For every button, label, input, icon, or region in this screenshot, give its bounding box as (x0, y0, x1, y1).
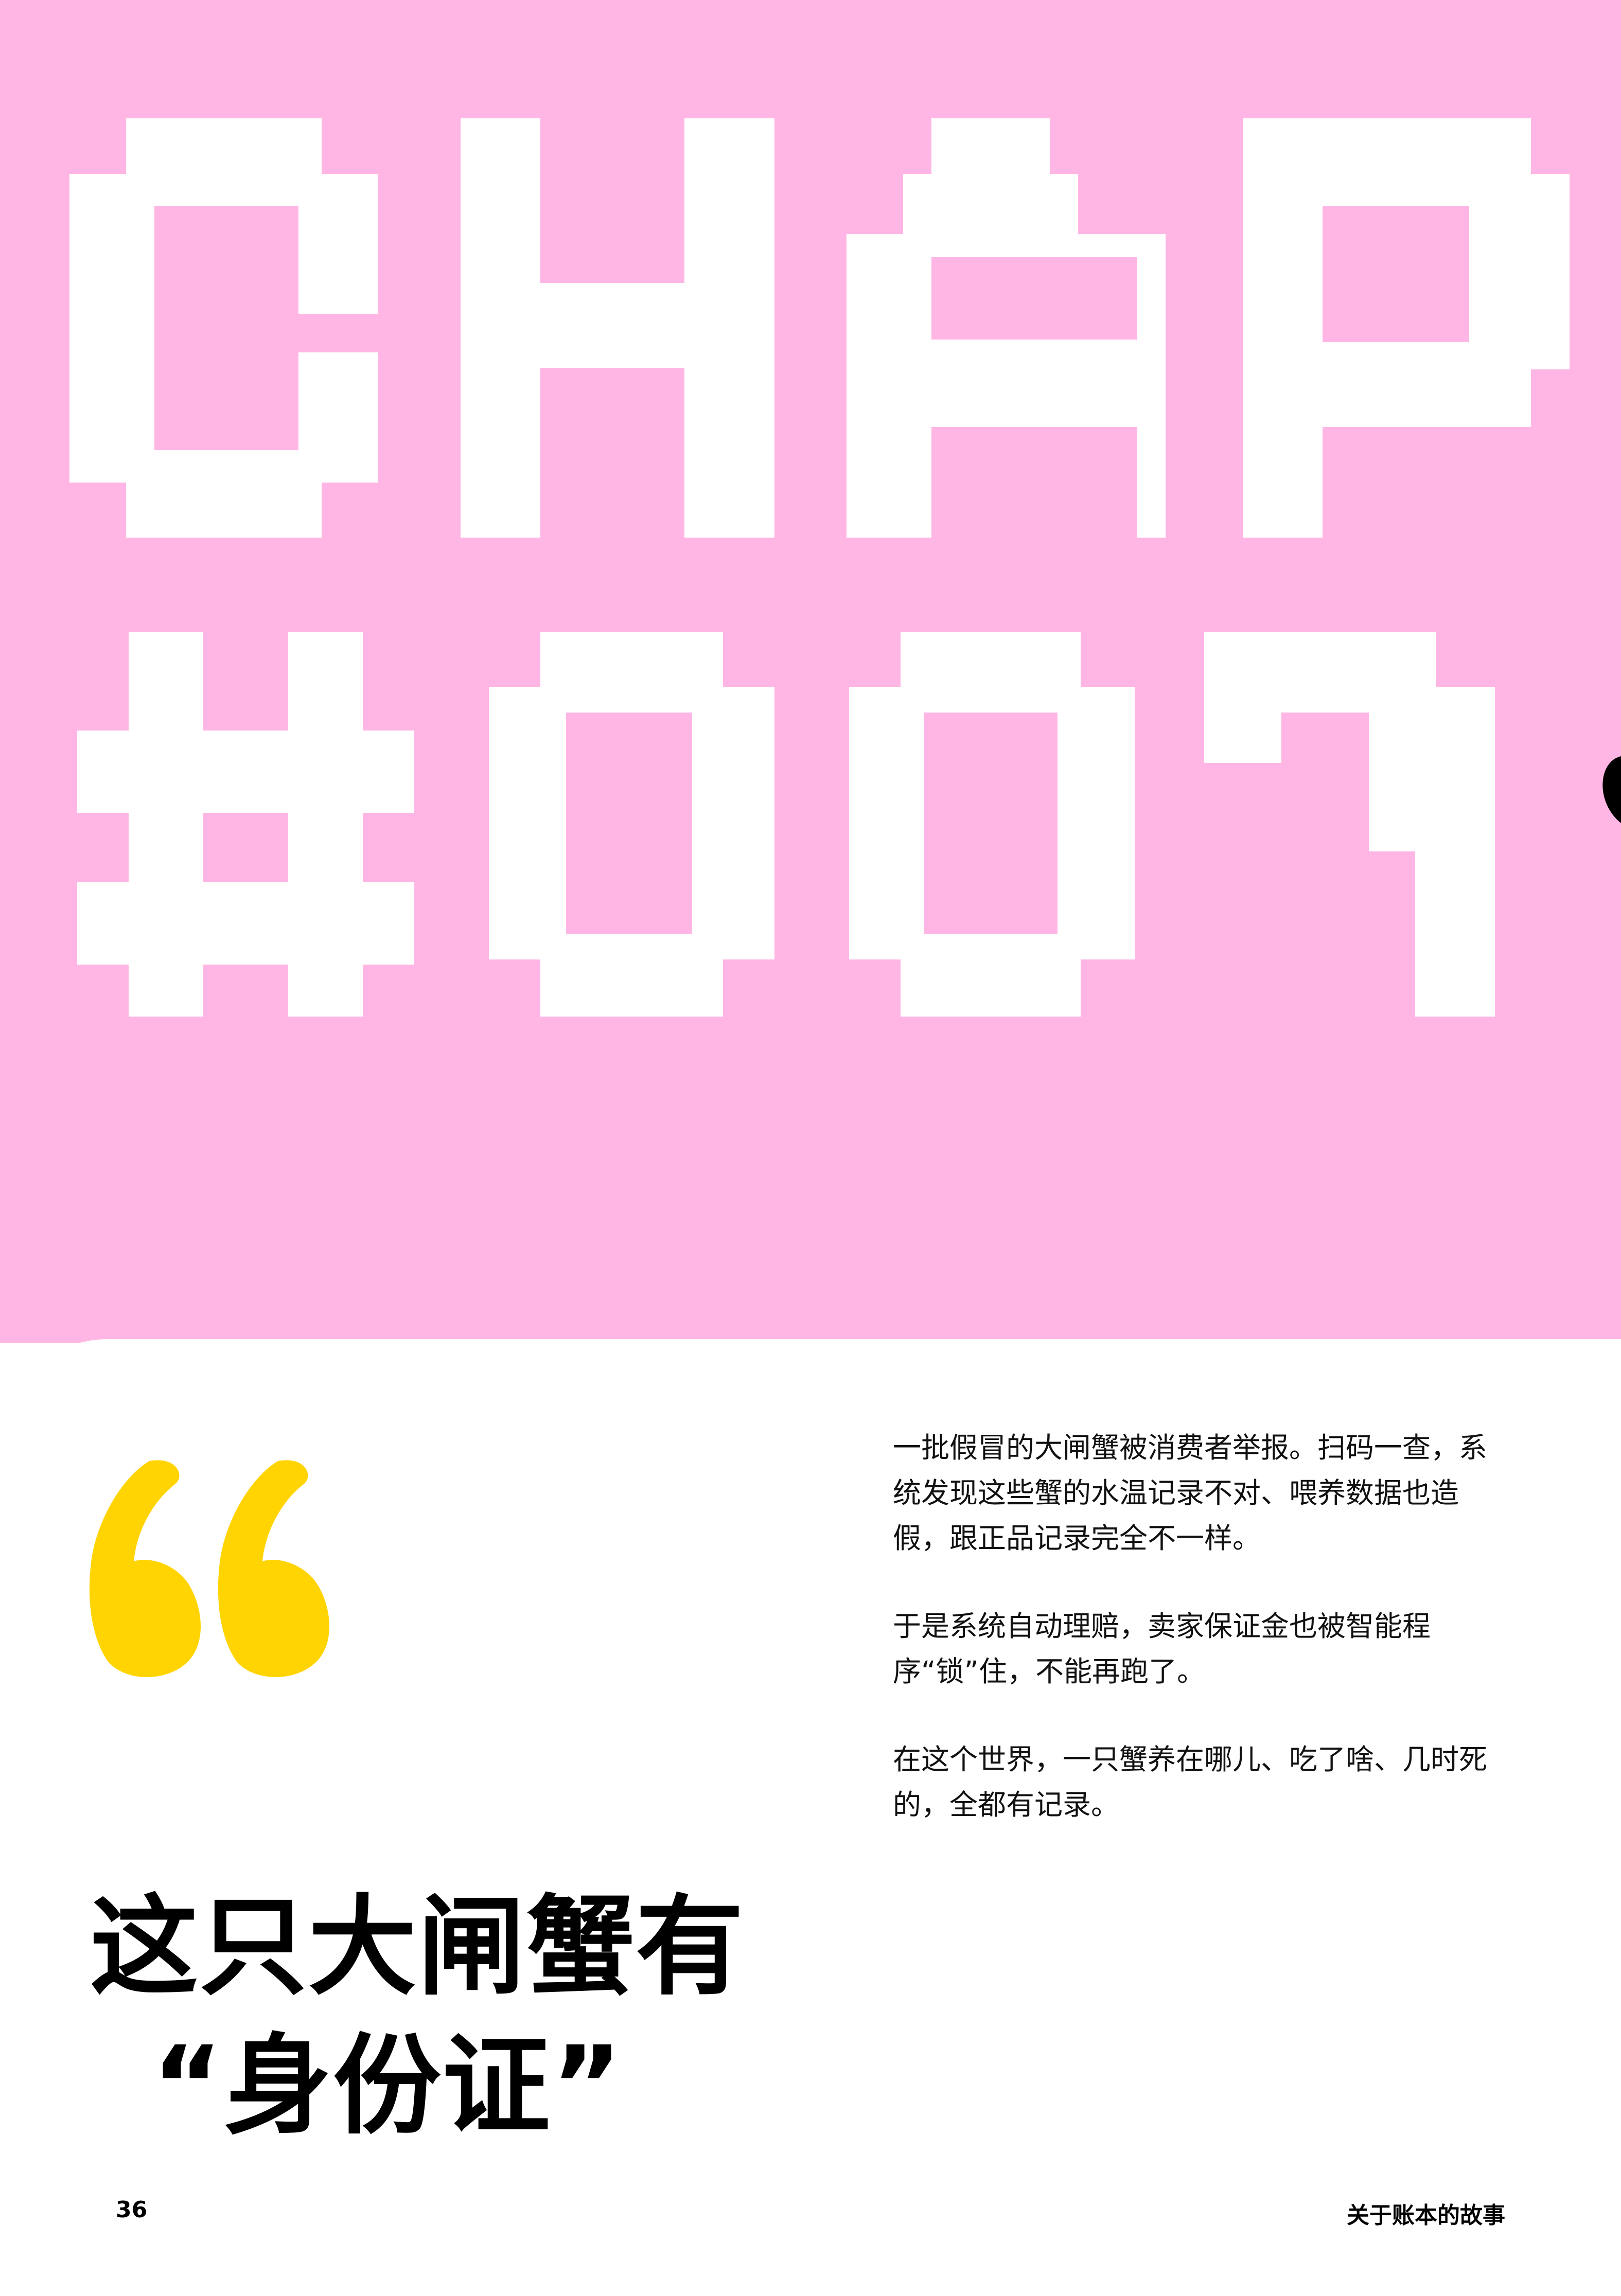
headline-line1: 这只大闸蟹有 (90, 1884, 745, 2010)
article-headline: 这只大闸蟹有 “身份证” (90, 1878, 965, 2156)
page-number: 36 (116, 2197, 148, 2223)
pixel-letter-h (461, 118, 774, 538)
pixel-digit-7 (1204, 632, 1495, 1017)
opening-quote-icon (87, 1456, 355, 1682)
paragraph-3: 在这个世界，一只蟹养在哪儿、吃了啥、几时死的，全都有记录。 (893, 1743, 1488, 1821)
section-title: 关于账本的故事 (1347, 2202, 1505, 2229)
chapter-line2: #007 (0, 0, 1, 1)
pixel-symbol-hash (77, 632, 414, 1017)
chapter-pixel-title: CHAP #007 (0, 0, 1621, 1018)
black-edge-shape (1602, 756, 1621, 823)
paragraph-1: 一批假冒的大闸蟹被消费者举报。扫码一查，系统发现这些蟹的水温记录不对、喂养数据也… (893, 1431, 1488, 1555)
article-body: 一批假冒的大闸蟹被消费者举报。扫码一查，系统发现这些蟹的水温记录不对、喂养数据也… (893, 1425, 1490, 1870)
paragraph-2: 于是系统自动理赔，卖家保证金也被智能程序“锁”住，不能再跑了。 (893, 1610, 1431, 1688)
headline-line2: “身份证” (152, 2023, 624, 2149)
